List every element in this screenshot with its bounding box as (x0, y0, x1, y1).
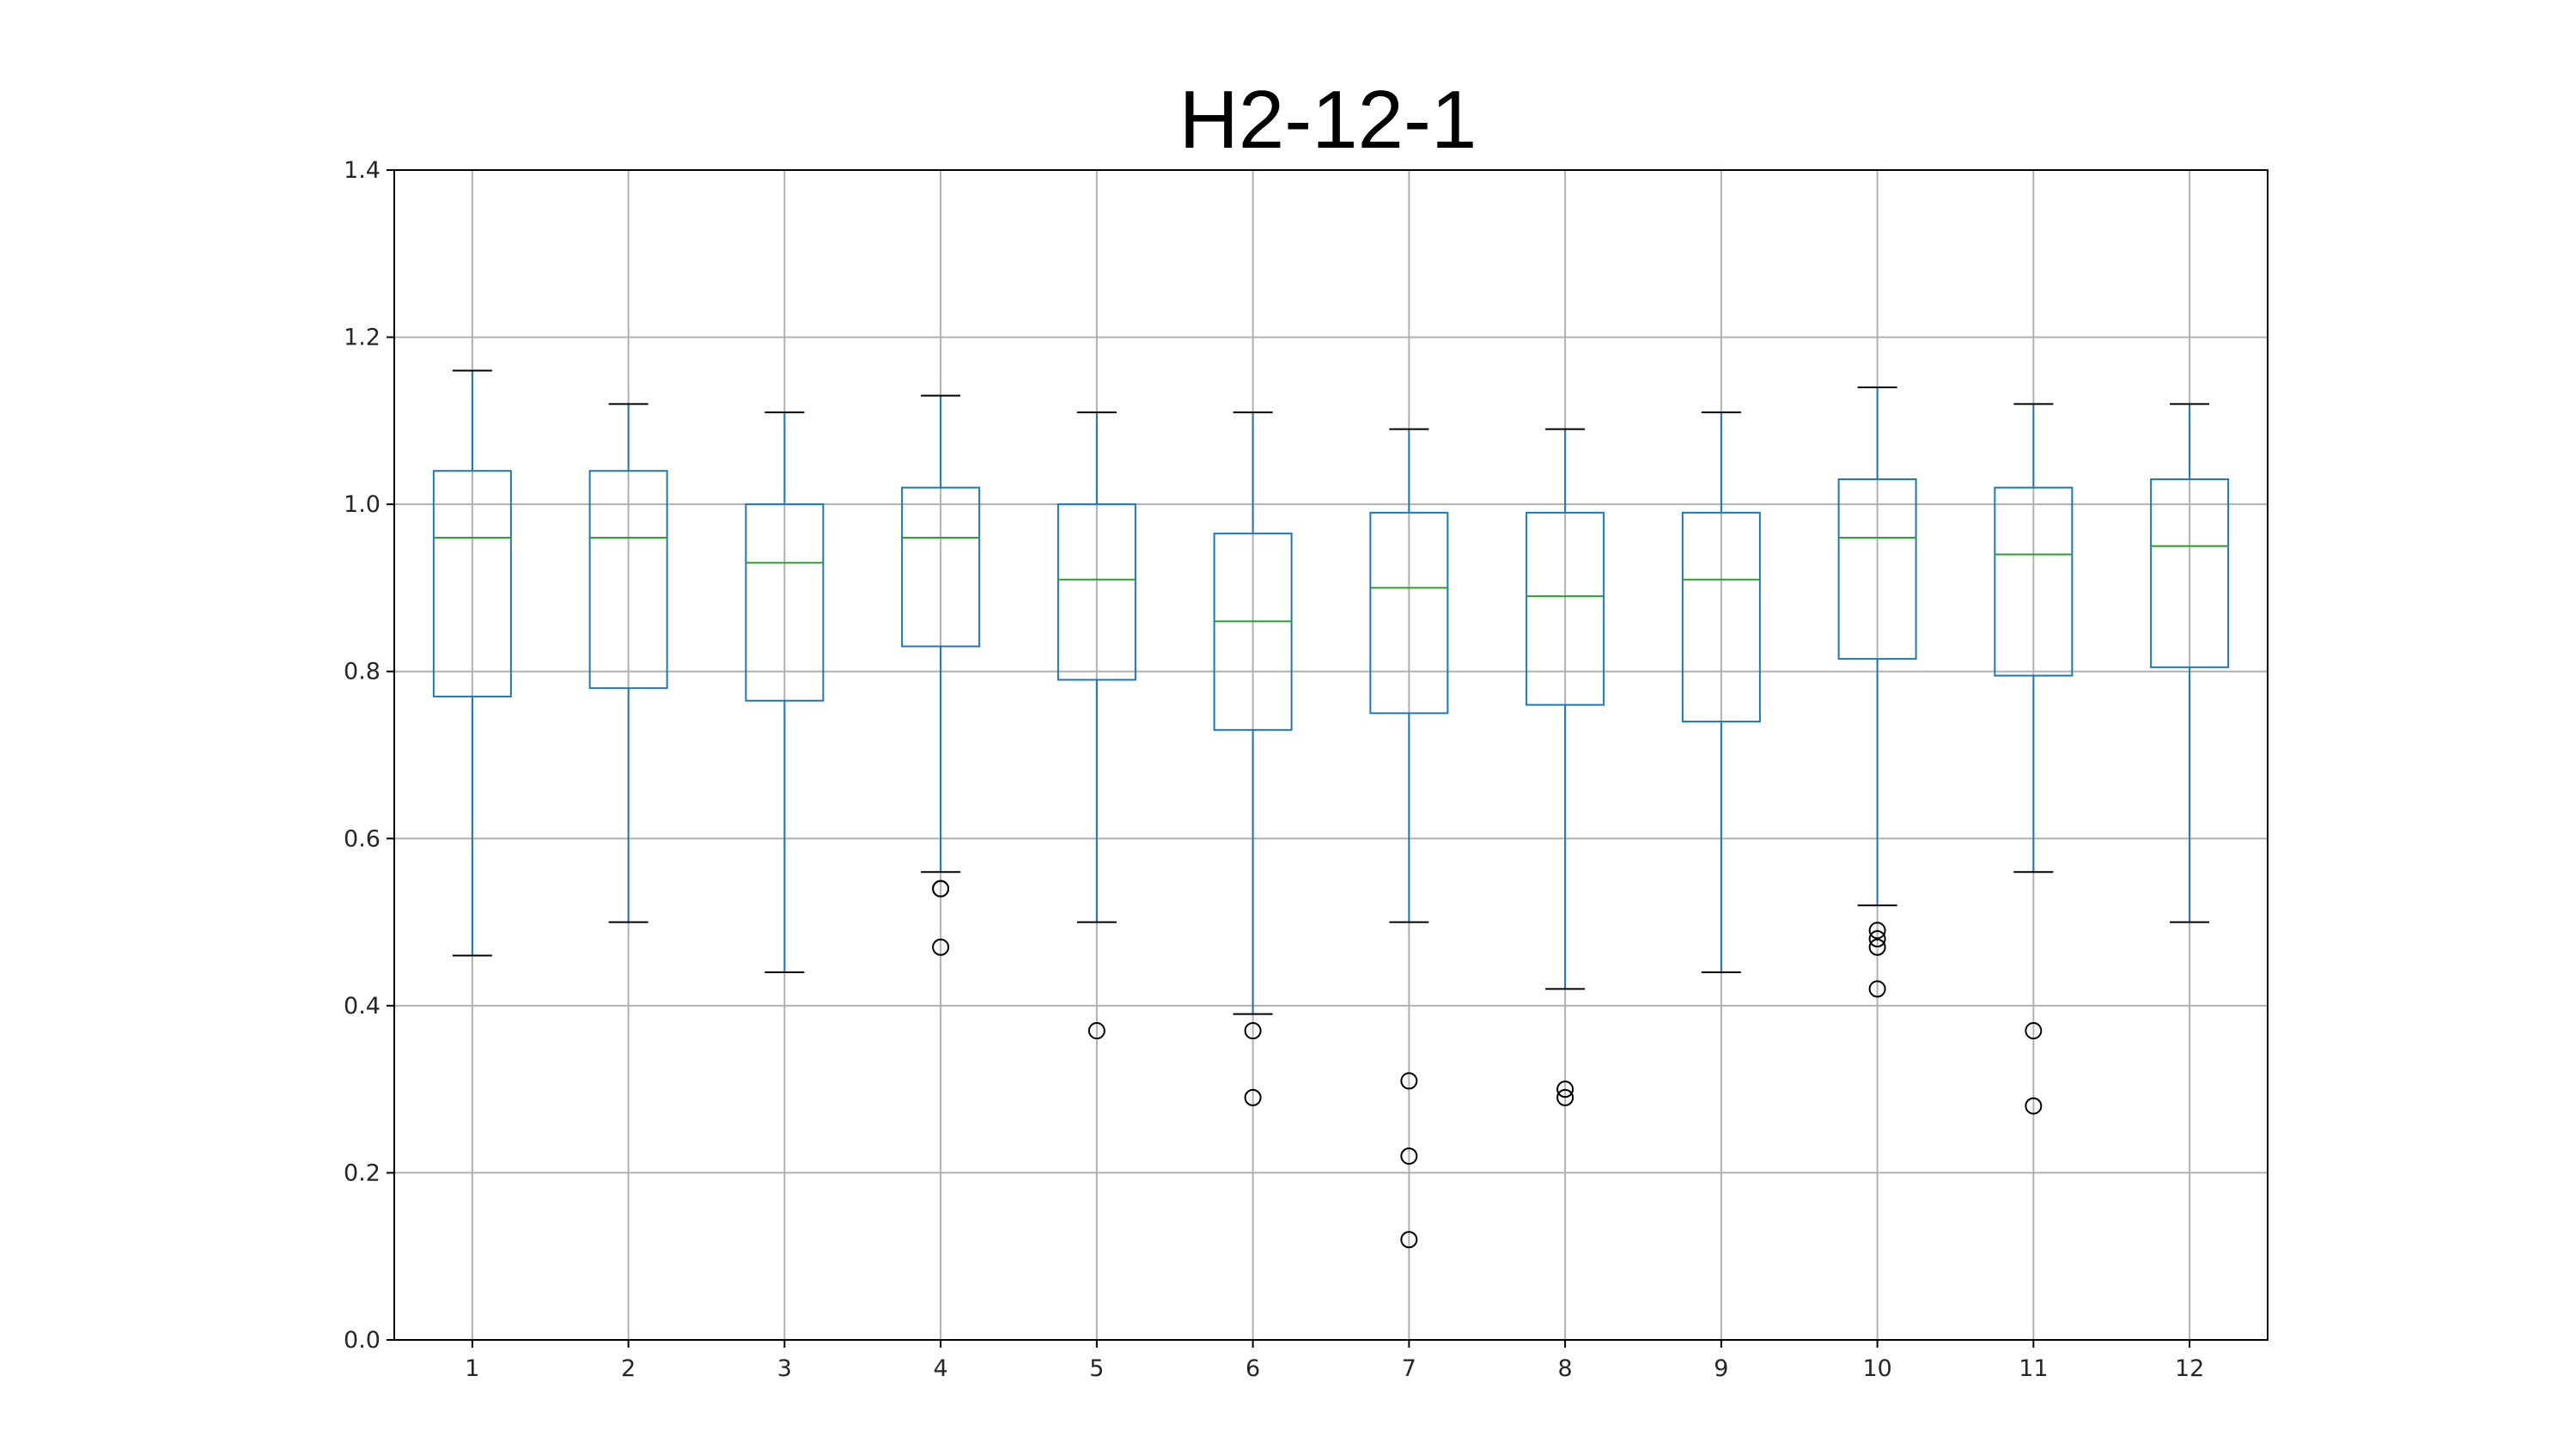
iqr-box (1994, 486, 2074, 677)
iqr-box (1369, 511, 1449, 715)
x-tick-label: 2 (621, 1355, 636, 1382)
grid-lines (394, 169, 2268, 1341)
outlier-point (1244, 1088, 1262, 1106)
chart-title: H2-12-1 (1179, 74, 1477, 166)
outlier-point (1868, 938, 1886, 956)
box-group-4 (901, 394, 981, 956)
iqr-box (1526, 511, 1605, 706)
outlier-point (1556, 1081, 1574, 1099)
x-axis-ticks: 1 2 3 4 5 6 7 8 9 10 11 12 (465, 1340, 2204, 1382)
outlier-point (1400, 1231, 1418, 1249)
box-group-1 (432, 369, 512, 957)
plot-frame (393, 169, 2268, 1341)
x-tick-label: 1 (465, 1355, 479, 1382)
box-group-10 (1837, 386, 1917, 998)
box-group-11 (1994, 403, 2074, 1115)
x-tick-label: 11 (2019, 1355, 2048, 1382)
outlier-point (1868, 980, 1886, 998)
outlier-point (1868, 930, 1886, 948)
y-tick-label: 0.0 (344, 1327, 381, 1354)
box-group-3 (745, 411, 825, 973)
iqr-box (1057, 503, 1136, 681)
box-group-9 (1681, 411, 1761, 973)
box-group-2 (588, 403, 668, 923)
outlier-point (932, 938, 950, 956)
x-tick-label: 5 (1089, 1355, 1104, 1382)
outlier-point (932, 880, 950, 898)
x-tick-label: 10 (1862, 1355, 1891, 1382)
x-tick-label: 6 (1245, 1355, 1260, 1382)
iqr-box (432, 470, 512, 697)
outlier-point (1244, 1022, 1262, 1040)
box-group-12 (2150, 403, 2230, 923)
iqr-box (745, 503, 825, 702)
outlier-point (2025, 1022, 2043, 1040)
outlier-point (1556, 1088, 1574, 1106)
iqr-box (901, 486, 981, 648)
outlier-point (1400, 1147, 1418, 1165)
outlier-point (2025, 1097, 2043, 1115)
outlier-point (1400, 1072, 1418, 1090)
axes (393, 169, 2268, 1341)
y-tick-label: 1.4 (344, 157, 381, 184)
box-group-7 (1369, 428, 1449, 1249)
x-tick-label: 12 (2175, 1355, 2204, 1382)
y-axis-ticks: 0.0 0.2 0.4 0.6 0.8 1.0 1.2 1.4 (344, 157, 394, 1354)
y-tick-label: 0.6 (344, 825, 381, 852)
x-tick-label: 8 (1558, 1355, 1573, 1382)
iqr-box (588, 470, 668, 690)
iqr-box (1681, 511, 1761, 723)
iqr-box (2150, 478, 2230, 668)
y-tick-label: 1.2 (344, 325, 381, 351)
x-tick-label: 9 (1714, 1355, 1728, 1382)
box-group-8 (1526, 428, 1605, 1106)
x-tick-label: 4 (934, 1355, 948, 1382)
boxes-layer (432, 369, 2230, 1249)
iqr-box (1213, 533, 1293, 731)
outlier-point (1868, 922, 1886, 940)
x-tick-label: 3 (777, 1355, 792, 1382)
y-tick-label: 1.0 (344, 491, 381, 518)
iqr-box (1837, 478, 1917, 661)
x-tick-label: 7 (1402, 1355, 1416, 1382)
box-group-5 (1057, 411, 1136, 1040)
outlier-point (1087, 1022, 1105, 1040)
y-tick-label: 0.4 (344, 993, 381, 1020)
y-tick-label: 0.8 (344, 659, 381, 685)
y-tick-label: 0.2 (344, 1160, 381, 1186)
box-group-6 (1213, 411, 1293, 1106)
